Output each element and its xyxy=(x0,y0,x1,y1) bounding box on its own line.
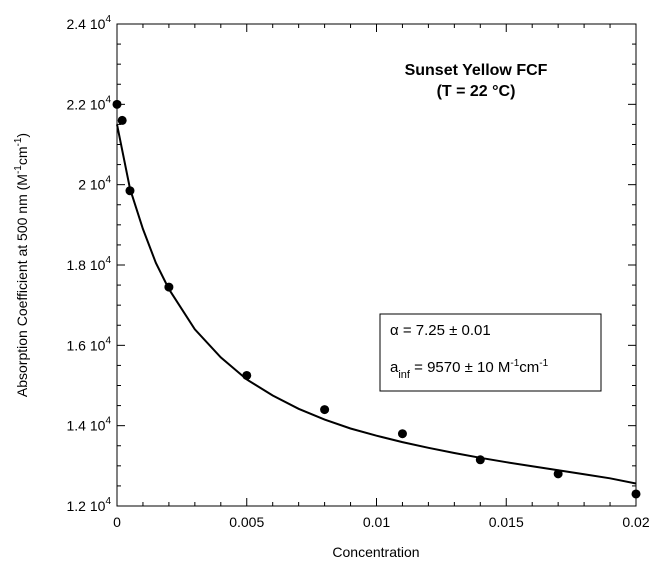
ainf-parameter: ainf = 9570 ± 10 M-1cm-1 xyxy=(390,358,549,381)
axis-ticks xyxy=(116,23,637,507)
x-tick-label: 0 xyxy=(113,514,121,530)
data-points xyxy=(112,99,641,499)
data-point xyxy=(475,455,485,465)
data-point xyxy=(164,282,174,292)
y-tick-label: 2 104 xyxy=(78,175,111,193)
x-tick-label: 0.02 xyxy=(622,514,649,530)
data-point xyxy=(553,469,563,479)
y-tick-label: 1.4 104 xyxy=(67,416,112,434)
data-point xyxy=(117,115,127,125)
x-tick-label: 0.005 xyxy=(229,514,264,530)
chart-subtitle: (T = 22 °C) xyxy=(437,83,516,100)
x-tick-label: 0.015 xyxy=(489,514,524,530)
chart-title: Sunset Yellow FCF xyxy=(405,62,548,79)
y-tick-label: 1.8 104 xyxy=(67,255,112,273)
x-tick-labels: 0 0.005 0.01 0.015 0.02 xyxy=(113,514,650,530)
alpha-parameter: α = 7.25 ± 0.01 xyxy=(390,322,491,339)
fit-curve xyxy=(116,124,637,485)
data-point xyxy=(631,489,641,499)
plot-frame xyxy=(116,23,637,507)
data-point xyxy=(320,405,330,415)
x-axis-label: Concentration xyxy=(332,544,419,560)
y-tick-label: 1.2 104 xyxy=(67,496,112,514)
data-point xyxy=(397,429,407,439)
y-tick-label: 2.4 104 xyxy=(67,14,112,32)
y-axis-label: Absorption Coefficient at 500 nm (M-1cm-… xyxy=(13,133,30,397)
y-tick-label: 1.6 104 xyxy=(67,335,112,353)
x-tick-label: 0.01 xyxy=(363,514,390,530)
data-point xyxy=(112,99,122,109)
y-tick-labels: 1.2 104 1.4 104 1.6 104 1.8 104 2 104 2.2 104… xyxy=(67,14,112,514)
fit-parameters-box: α = 7.25 ± 0.01 ainf = 9570 ± 10 M-1cm-1 xyxy=(379,313,602,392)
y-tick-label: 2.2 104 xyxy=(67,94,112,112)
data-point xyxy=(242,370,252,380)
data-point xyxy=(125,186,135,196)
